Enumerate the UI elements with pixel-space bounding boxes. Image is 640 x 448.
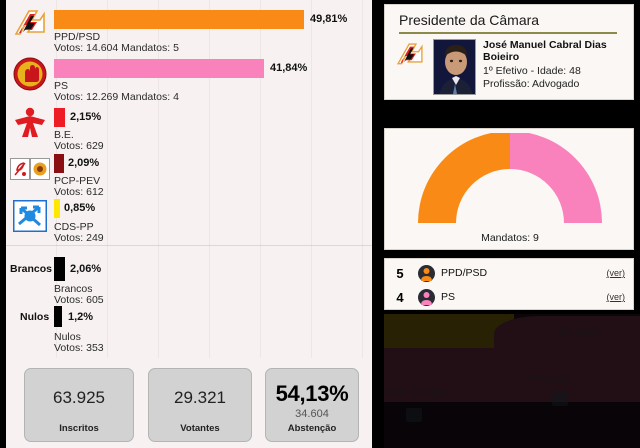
bar-percent-be: 2,15% [70,111,102,123]
turnout-statistics: 63.925 Inscritos 29.321 Votantes 54,13% … [6,362,372,448]
map-dim-overlay [384,314,640,448]
president-name-line2: Boieiro [483,51,520,63]
results-bar-chart-panel: 49,81% PPD/PSD Votos: 14.604 Mandatos: 5… [6,0,372,448]
bar-fill-be [54,108,65,127]
psd-arrow-icon [393,41,427,75]
legend-count-ps: 4 [396,289,404,305]
bar-label-pcp-pev: PCP-PEV [54,175,101,187]
region-map[interactable]: Nordeste Povoação a do Campo [384,314,640,448]
legend-row-ppd-psd[interactable]: 5 PPD/PSD (ver) [385,261,635,285]
bar-label-nulos: Nulos [54,331,81,343]
stat-sub-abstencao: 34.604 [295,407,329,420]
bar-detail-be: Votos: 629 [54,140,104,152]
stat-caption-abstencao: Abstenção [287,423,337,434]
bar-detail-nulos: Votos: 353 [54,342,104,354]
legend-row-ps[interactable]: 4 PS (ver) [385,285,635,309]
chart-separator-line [6,245,372,246]
bar-detail-ps: Votos: 12.269 Mandatos: 4 [54,91,179,103]
president-card-title: Presidente da Câmara [399,12,540,28]
president-name-line1: José Manuel Cabral Dias [483,39,607,51]
bar-label-cds-pp: CDS-PP [54,221,94,233]
bar-percent-ps: 41,84% [270,62,308,74]
stat-box-inscritos: 63.925 Inscritos [24,368,134,442]
bar-detail-brancos: Votos: 605 [54,294,104,306]
bar-fill-brancos [54,257,65,281]
bar-row-pcp-pev[interactable]: 2,09% PCP-PEV Votos: 612 [6,148,372,198]
stat-box-abstencao: 54,13% 34.604 Abstenção [265,368,359,442]
stat-caption-votantes: Votantes [180,423,220,434]
president-position: 1º Efetivo - Idade: 48 [483,65,581,77]
side-label-nulos: Nulos [20,311,50,323]
title-underline [399,32,617,34]
cds-pp-icon [9,195,51,237]
president-profession: Profissão: Advogado [483,78,580,90]
arc-slice-ps [510,131,602,223]
bar-percent-brancos: 2,06% [70,263,102,275]
bar-row-be[interactable]: 2,15% B.E. Votos: 629 [6,102,372,152]
president-card: Presidente da Câmara [384,4,634,100]
stat-value-abstencao: 54,13% [275,380,349,406]
bar-label-ps: PS [54,80,69,92]
bar-fill-pcp-pev [54,154,64,173]
right-sidebar: Presidente da Câmara [378,0,640,448]
mandates-legend-card: 5 PPD/PSD (ver) 4 [384,258,634,310]
legend-label-ppd-psd: PPD/PSD [441,267,488,279]
mandates-chart-card: Mandatos: 9 [384,128,634,250]
legend-view-link-ppd-psd[interactable]: (ver) [606,268,626,278]
be-star-icon [9,102,51,144]
bar-fill-cds-pp [54,199,60,218]
bar-row-brancos[interactable]: Brancos 2,06% Brancos Votos: 605 [6,254,372,306]
arc-slice-ppd-psd [418,131,510,223]
bar-row-nulos[interactable]: Nulos 1,2% Nulos Votos: 353 [6,302,372,354]
bar-fill-nulos [54,306,62,327]
legend-label-ps: PS [441,291,456,303]
president-details: José Manuel Cabral Dias Boieiro 1º Efeti… [483,39,631,91]
pcp-pev-icon [9,148,51,190]
side-label-brancos: Brancos [10,263,53,275]
mandates-total-label: Mandatos: 9 [481,232,539,244]
person-icon [415,264,437,282]
bar-percent-nulos: 1,2% [68,311,94,323]
legend-view-link-ps[interactable]: (ver) [606,292,626,302]
stat-box-votantes: 29.321 Votantes [148,368,252,442]
legend-count-ppd-psd: 5 [396,265,404,281]
bar-row-cds-pp[interactable]: 0,85% CDS-PP Votos: 249 [6,193,372,244]
president-portrait [433,39,476,95]
bar-label-be: B.E. [54,129,74,141]
bar-row-ps[interactable]: 41,84% PS Votos: 12.269 Mandatos: 4 [6,53,372,103]
bar-row-ppd-psd[interactable]: 49,81% PPD/PSD Votos: 14.604 Mandatos: 5 [6,4,372,54]
bar-label-ppd-psd: PPD/PSD [54,31,101,43]
bar-detail-cds-pp: Votos: 249 [54,232,104,244]
stat-value-votantes: 29.321 [174,388,226,407]
bar-fill-ppd-psd [54,10,304,29]
bar-fill-ps [54,59,264,78]
mandates-semicircle-chart [385,131,635,229]
bar-percent-pcp-pev: 2,09% [68,157,100,169]
bar-detail-ppd-psd: Votos: 14.604 Mandatos: 5 [54,42,179,54]
bar-detail-pcp-pev: Votos: 612 [54,186,104,198]
ps-fist-icon [9,53,51,95]
bar-percent-cds-pp: 0,85% [64,202,96,214]
person-icon [415,288,437,306]
bar-percent-ppd-psd: 49,81% [310,13,348,25]
bar-label-brancos: Brancos [54,283,93,295]
psd-arrow-icon [9,4,51,46]
stat-value-inscritos: 63.925 [53,388,105,407]
stat-caption-inscritos: Inscritos [59,423,99,434]
